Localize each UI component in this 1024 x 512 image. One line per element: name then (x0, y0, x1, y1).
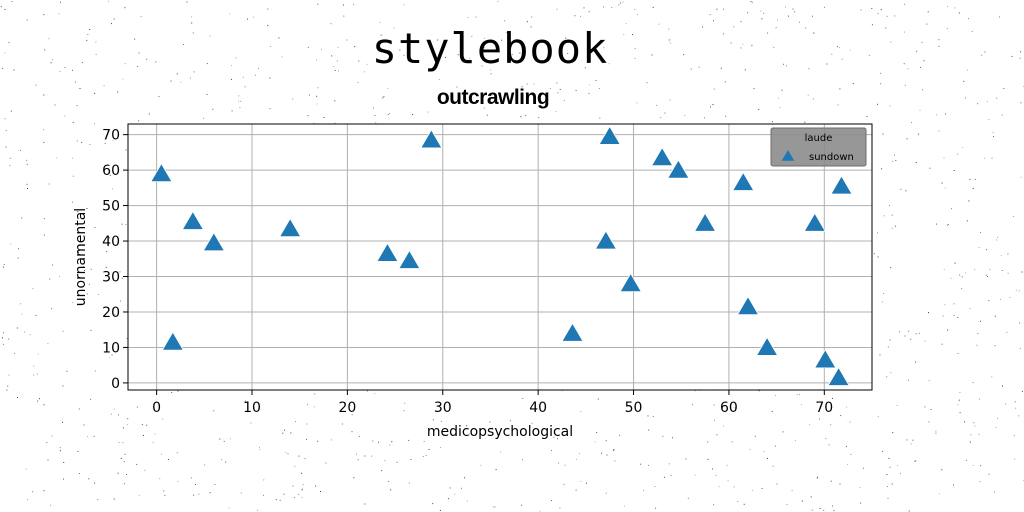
data-point (693, 212, 717, 232)
x-tick-label: 70 (815, 400, 833, 416)
y-tick-label: 50 (102, 199, 120, 215)
x-tick-label: 60 (720, 400, 738, 416)
grid (128, 124, 872, 390)
data-point (803, 212, 826, 232)
axis-ticks: 0 10 20 30 40 50 60 70 0 10 20 30 40 50 60 70 (102, 128, 833, 416)
x-tick-label: 0 (152, 400, 161, 416)
y-tick-label: 0 (111, 376, 120, 392)
x-tick-label: 20 (338, 400, 356, 416)
data-point (181, 210, 205, 230)
page-title: stylebook (371, 24, 609, 73)
legend-label-sundown: sundown (809, 152, 854, 163)
legend: laude sundown (770, 127, 867, 167)
legend-marker (781, 150, 795, 161)
data-point (561, 322, 584, 342)
y-tick-label: 30 (102, 270, 120, 286)
y-tick-label: 70 (102, 128, 120, 144)
y-tick-label: 10 (102, 340, 120, 356)
data-point (667, 159, 690, 179)
data-point (830, 175, 853, 195)
data-point (202, 232, 226, 252)
y-axis-label: unornamental (73, 208, 89, 306)
y-tick-label: 60 (102, 163, 120, 179)
data-point (814, 349, 837, 369)
plot-frame (127, 123, 873, 391)
data-point (150, 162, 173, 183)
data-point (420, 129, 443, 149)
data-point (736, 295, 760, 316)
x-tick-label: 10 (243, 400, 261, 416)
data-point (278, 217, 302, 238)
chart-subtitle: outcrawling (436, 86, 550, 109)
x-tick-label: 30 (434, 400, 452, 416)
data-point (619, 272, 642, 292)
data-point (650, 146, 674, 167)
legend-box (770, 127, 867, 167)
x-tick-label: 40 (529, 400, 547, 416)
legend-title: laude (805, 133, 833, 144)
data-point (398, 249, 421, 269)
data-points (150, 125, 853, 386)
data-point (594, 230, 618, 250)
data-point (376, 242, 399, 262)
y-tick-label: 20 (102, 305, 120, 321)
data-point (827, 366, 850, 386)
data-point (161, 331, 185, 351)
y-tick-label: 40 (102, 234, 120, 250)
data-point (755, 336, 779, 356)
x-axis-label: medicopsychological (427, 424, 573, 440)
data-point (598, 125, 621, 145)
data-point (732, 171, 755, 191)
x-tick-label: 50 (625, 400, 643, 416)
